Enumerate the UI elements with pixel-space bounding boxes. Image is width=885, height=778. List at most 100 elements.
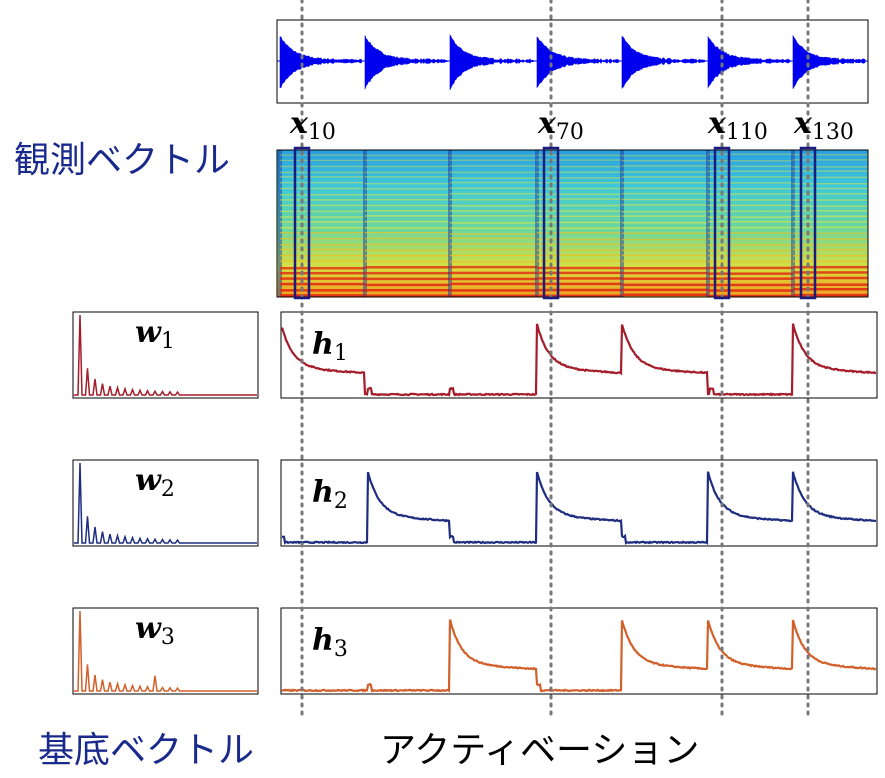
spec-harmonic (365, 266, 450, 269)
spec-harmonic (793, 265, 868, 269)
spec-harmonic (450, 215, 537, 217)
spec-harmonic (450, 265, 537, 269)
basis-frame (72, 607, 259, 695)
spec-harmonic (280, 194, 365, 196)
spec-harmonic (708, 254, 793, 257)
spec-harmonic (537, 221, 622, 224)
spec-harmonic (537, 294, 622, 297)
spec-harmonic (622, 277, 708, 280)
spec-harmonic (708, 210, 793, 213)
frame-box (542, 146, 560, 300)
spec-harmonic (280, 199, 365, 201)
spec-harmonic (537, 215, 622, 218)
spec-harmonic (708, 294, 793, 297)
activation-label: h1 (312, 327, 348, 366)
spec-harmonic (365, 243, 450, 246)
waveform-frame (276, 19, 869, 104)
spec-harmonic (708, 193, 793, 195)
spec-harmonic (708, 237, 793, 240)
spec-onset (535, 150, 539, 297)
spec-harmonic (537, 177, 622, 179)
activation-label-index: 3 (334, 637, 348, 662)
spec-harmonic (622, 249, 708, 252)
basis-label-index: 3 (161, 625, 175, 650)
frame-label-index: 10 (308, 120, 336, 145)
spec-harmonic (365, 283, 450, 287)
spec-harmonic (793, 182, 868, 185)
spec-harmonic (365, 260, 450, 263)
spec-harmonic (450, 294, 537, 297)
spec-harmonic (537, 282, 622, 286)
spec-harmonic (793, 199, 868, 201)
waveform-shape (279, 33, 866, 91)
basis-curve (74, 610, 257, 692)
activation-label: アクティベーション (380, 730, 699, 771)
spec-harmonic (280, 159, 365, 162)
spec-harmonic (365, 188, 450, 190)
spec-harmonic (450, 261, 537, 263)
spec-harmonic (450, 237, 537, 240)
spec-harmonic (708, 160, 793, 162)
spec-harmonic (793, 260, 868, 263)
basis-label-index: 2 (161, 477, 175, 502)
basis-frame (72, 311, 259, 399)
spec-harmonic (280, 277, 365, 280)
spec-harmonic (708, 283, 793, 287)
spec-harmonic (450, 277, 537, 281)
spec-harmonic (280, 260, 365, 262)
spec-harmonic (450, 210, 537, 212)
spec-harmonic (622, 222, 708, 224)
spec-harmonic (365, 204, 450, 207)
spec-harmonic (537, 227, 622, 230)
spec-harmonic (708, 199, 793, 201)
spec-harmonic (537, 154, 622, 156)
spec-harmonic (365, 254, 450, 257)
basis-label-symbol: w (135, 611, 162, 646)
spec-harmonic (450, 282, 537, 286)
spec-harmonic (537, 243, 622, 246)
activation-label-symbol: h (312, 475, 334, 510)
spec-harmonic (450, 171, 537, 174)
spec-harmonic (365, 176, 450, 178)
spec-harmonic (622, 176, 708, 178)
spec-onset (278, 150, 282, 297)
spec-harmonic (280, 231, 365, 234)
basis-label-symbol: w (135, 315, 162, 350)
frame-label-symbol: x (289, 106, 309, 141)
spec-harmonic (280, 216, 365, 218)
spec-harmonic (622, 244, 708, 246)
spectrogram (277, 150, 868, 297)
spec-harmonic (793, 166, 868, 168)
spec-harmonic (537, 260, 622, 262)
spec-harmonic (537, 254, 622, 256)
frame-label-index: 130 (812, 120, 854, 145)
spec-harmonic (537, 232, 622, 234)
spec-harmonic (365, 159, 450, 162)
spec-harmonic (450, 165, 537, 167)
spec-harmonic (365, 154, 450, 157)
basis-curve (74, 314, 257, 396)
spec-harmonic (537, 187, 622, 190)
spec-harmonic (365, 210, 450, 212)
activation-frame (280, 311, 878, 399)
spec-harmonic (450, 243, 537, 245)
spec-harmonic (708, 176, 793, 178)
activation-label-symbol: h (312, 327, 334, 362)
spec-harmonic (280, 237, 365, 240)
spec-harmonic (537, 277, 622, 280)
spec-harmonic (450, 159, 537, 161)
spec-harmonic (365, 215, 450, 217)
spec-harmonic (708, 260, 793, 263)
frame-box (713, 146, 731, 300)
spec-harmonic (708, 289, 793, 292)
spec-harmonic (708, 226, 793, 229)
spec-harmonic (280, 176, 365, 178)
spec-harmonic (622, 192, 708, 195)
spec-harmonic (450, 289, 537, 292)
spec-harmonic (793, 193, 868, 195)
frame-markers: x10 x70 x110 x130 (289, 0, 854, 717)
spec-harmonic (793, 248, 868, 251)
spec-harmonic (708, 170, 793, 173)
spec-harmonic (280, 266, 365, 270)
